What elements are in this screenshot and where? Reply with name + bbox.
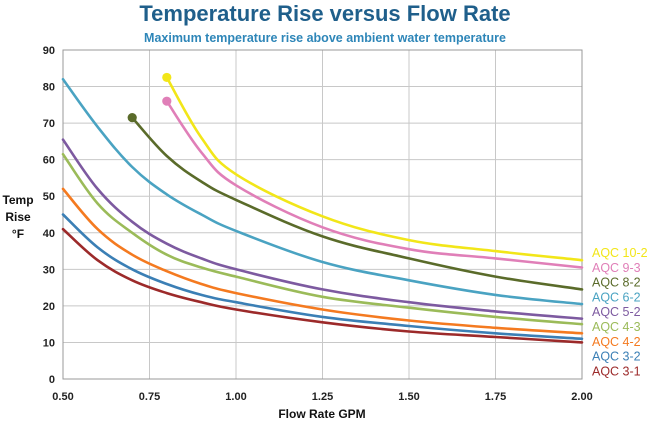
chart-subtitle: Maximum temperature rise above ambient w… xyxy=(144,31,506,45)
series-line-aqc-3-2 xyxy=(61,213,584,341)
legend-entry-aqc-9-3: AQC 9-3 xyxy=(592,261,641,275)
y-tick-label: 10 xyxy=(43,337,55,349)
series-line-aqc-4-3 xyxy=(61,152,584,326)
y-axis-label-line2: Rise xyxy=(5,210,31,224)
start-point-aqc-9-3 xyxy=(162,96,172,106)
legend-entry-aqc-8-2: AQC 8-2 xyxy=(592,276,641,290)
series-lines xyxy=(61,72,584,344)
chart-title: Temperature Rise versus Flow Rate xyxy=(139,1,510,26)
start-point-aqc-10-2 xyxy=(162,72,172,83)
y-axis-ticks: 0 10 20 30 40 50 60 70 80 90 xyxy=(43,45,55,386)
legend-entry-aqc-5-2: AQC 5-2 xyxy=(592,305,641,319)
legend-entry-aqc-4-3: AQC 4-3 xyxy=(592,320,641,334)
legend-entry-aqc-10-2: AQC 10-2 xyxy=(592,246,648,260)
x-tick-label: 1.75 xyxy=(485,391,506,403)
y-tick-label: 90 xyxy=(43,45,55,57)
series-line-aqc-8-2 xyxy=(130,116,584,291)
y-tick-label: 30 xyxy=(43,264,55,276)
y-tick-label: 80 xyxy=(43,82,55,94)
legend-entry-aqc-3-1: AQC 3-1 xyxy=(592,364,641,378)
legend-entry-aqc-6-2: AQC 6-2 xyxy=(592,290,641,304)
y-tick-label: 60 xyxy=(43,155,55,167)
series-line-aqc-10-2 xyxy=(165,76,584,262)
y-tick-label: 70 xyxy=(43,118,55,130)
start-point-aqc-8-2 xyxy=(127,113,137,123)
series-line-aqc-3-1 xyxy=(61,227,584,344)
grid xyxy=(62,49,583,380)
y-tick-label: 40 xyxy=(43,228,55,240)
legend-entry-aqc-3-2: AQC 3-2 xyxy=(592,350,641,364)
x-tick-label: 2.00 xyxy=(571,391,592,403)
x-axis-label: Flow Rate GPM xyxy=(278,407,365,421)
series-line-aqc-4-2 xyxy=(61,187,584,335)
x-tick-label: 1.25 xyxy=(312,391,333,403)
y-axis-label-line1: Temp xyxy=(2,193,33,207)
series-line-aqc-6-2 xyxy=(61,77,584,306)
y-axis-label-line3: °F xyxy=(12,227,24,241)
series-line-aqc-9-3 xyxy=(165,99,584,269)
x-tick-label: 0.75 xyxy=(139,391,160,403)
y-tick-label: 20 xyxy=(43,301,55,313)
series-line-aqc-5-2 xyxy=(61,138,584,320)
legend-entry-aqc-4-2: AQC 4-2 xyxy=(592,335,641,349)
y-tick-label: 0 xyxy=(49,374,55,386)
x-tick-label: 0.50 xyxy=(52,391,73,403)
y-tick-label: 50 xyxy=(43,191,55,203)
x-tick-label: 1.50 xyxy=(398,391,419,403)
x-tick-label: 1.00 xyxy=(225,391,246,403)
x-axis-ticks: 0.50 0.75 1.00 1.25 1.50 1.75 2.00 xyxy=(52,391,592,403)
